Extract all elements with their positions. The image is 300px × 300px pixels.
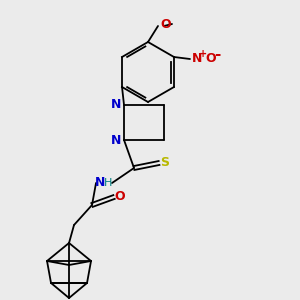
Text: O: O (115, 190, 125, 203)
Text: N: N (111, 134, 121, 146)
Text: N: N (111, 98, 121, 112)
Text: H: H (104, 178, 112, 188)
Text: N: N (95, 176, 105, 190)
Text: O: O (205, 52, 216, 65)
Text: O: O (160, 19, 171, 32)
Text: +: + (199, 49, 207, 59)
Text: S: S (160, 157, 169, 169)
Text: -: - (214, 46, 220, 62)
Text: N: N (192, 52, 202, 65)
